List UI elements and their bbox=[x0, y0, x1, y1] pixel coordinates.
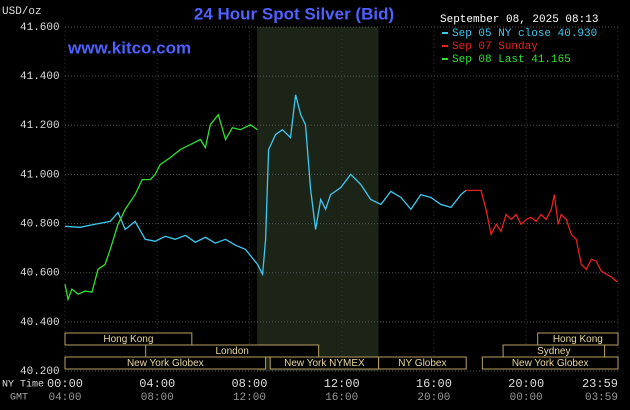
series-line bbox=[64, 94, 467, 277]
session-label: New York Globex bbox=[512, 358, 589, 369]
session-label: London bbox=[215, 346, 248, 357]
session-highlight bbox=[257, 27, 379, 371]
x-tick-label: 23:59 bbox=[582, 377, 618, 391]
x2-tick-label: 00:00 bbox=[510, 392, 543, 404]
session-box bbox=[537, 332, 619, 346]
watermark: www.kitco.com bbox=[67, 38, 191, 57]
session-label: Sydney bbox=[537, 346, 570, 357]
x2-tick-label: 08:00 bbox=[141, 392, 174, 404]
y-tick-label: 41.000 bbox=[20, 169, 60, 181]
session-box bbox=[64, 356, 267, 370]
x2-axis-label: GMT bbox=[10, 393, 28, 404]
y-tick-label: 40.400 bbox=[20, 317, 60, 329]
timestamp: September 08, 2025 08:13 bbox=[440, 14, 598, 26]
x2-tick-label: 03:59 bbox=[585, 392, 618, 404]
session-label: Hong Kong bbox=[103, 334, 153, 345]
x-tick-label: 08:00 bbox=[231, 377, 267, 391]
legend-label: Sep 05 NY close 40.930 bbox=[452, 28, 597, 40]
x-tick-label: 12:00 bbox=[324, 377, 360, 391]
series-line bbox=[64, 113, 258, 302]
session-label: New York NYMEX bbox=[284, 358, 365, 369]
y-tick-label: 41.600 bbox=[20, 22, 60, 34]
y-tick-label: 40.200 bbox=[20, 366, 60, 378]
y-tick-label: 40.800 bbox=[20, 218, 60, 230]
y-tick-label: 41.400 bbox=[20, 71, 60, 83]
x2-tick-label: 16:00 bbox=[325, 392, 358, 404]
y-tick-label: 41.200 bbox=[20, 120, 60, 132]
x-tick-label: 20:00 bbox=[508, 377, 544, 391]
x2-tick-label: 12:00 bbox=[233, 392, 266, 404]
session-box bbox=[378, 356, 467, 370]
session-box bbox=[481, 356, 619, 370]
session-label: New York Globex bbox=[127, 358, 204, 369]
session-label: Hong Kong bbox=[553, 334, 603, 345]
legend-label: Sep 08 Last 41.165 bbox=[452, 54, 571, 66]
series-line bbox=[466, 189, 618, 282]
x-axis-label: NY Time bbox=[2, 379, 44, 391]
x2-tick-label: 04:00 bbox=[48, 392, 81, 404]
y-axis-label: USD/oz bbox=[2, 6, 42, 18]
chart-title: 24 Hour Spot Silver (Bid) bbox=[194, 4, 394, 23]
x-tick-label: 04:00 bbox=[139, 377, 175, 391]
y-tick-label: 40.600 bbox=[20, 268, 60, 280]
x2-tick-label: 20:00 bbox=[417, 392, 450, 404]
session-label: NY Globex bbox=[398, 358, 446, 369]
x-tick-label: 00:00 bbox=[47, 377, 83, 391]
x-tick-label: 16:00 bbox=[416, 377, 452, 391]
session-box bbox=[64, 332, 193, 346]
legend-label: Sep 07 Sunday bbox=[452, 41, 538, 53]
